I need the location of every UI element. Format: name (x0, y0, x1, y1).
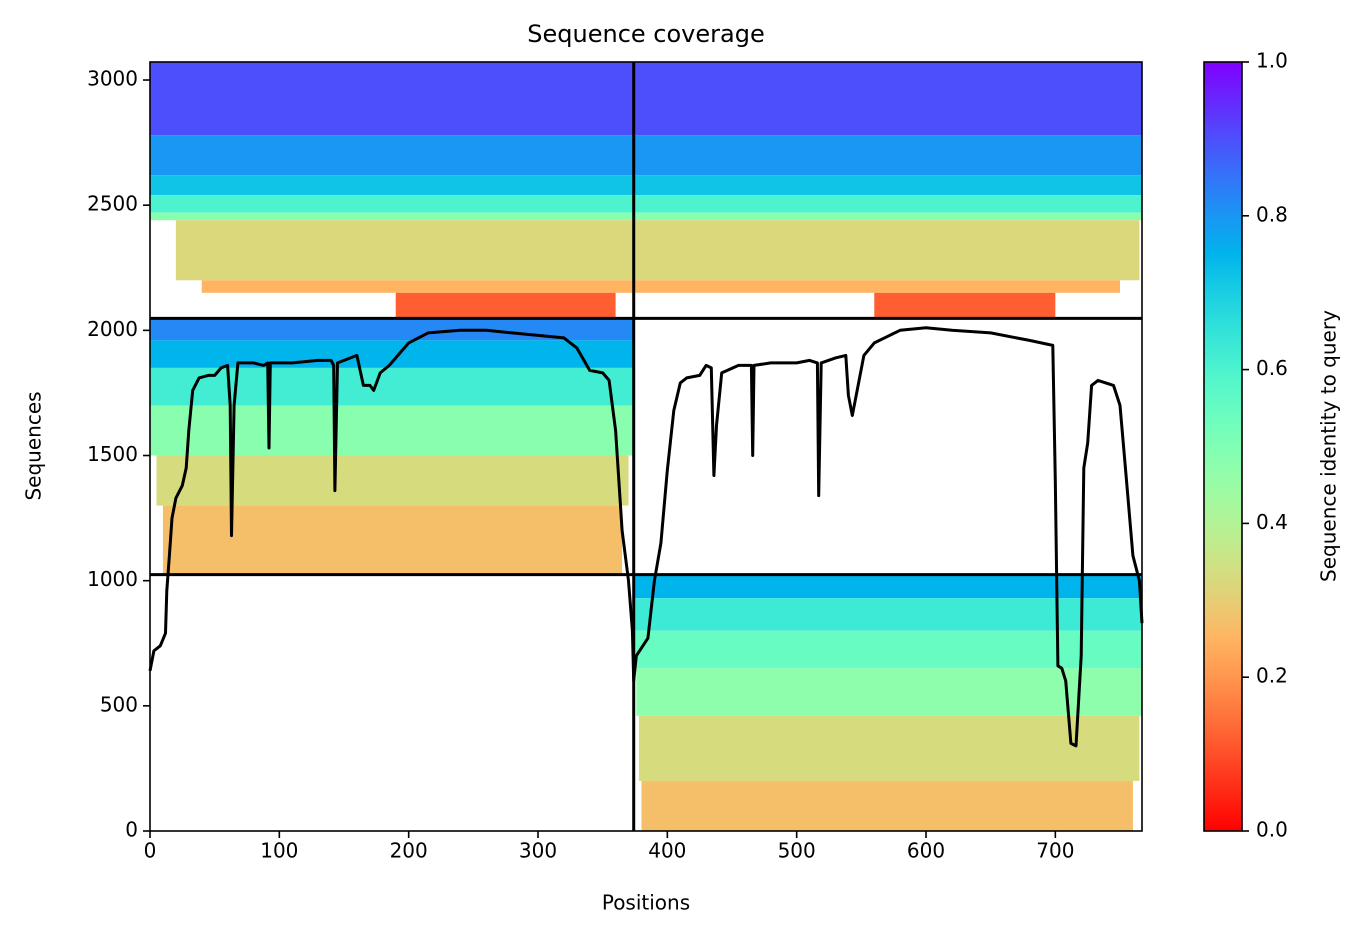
y-axis-label: Sequences (22, 391, 46, 500)
identity-block (636, 668, 1142, 716)
chart-title: Sequence coverage (527, 20, 764, 48)
y-tick-label: 2500 (87, 192, 138, 216)
x-tick-label: 600 (907, 839, 945, 863)
colorbar-tick-label: 0.0 (1256, 818, 1288, 842)
x-tick-label: 300 (519, 839, 557, 863)
identity-block (633, 598, 1142, 631)
identity-block (156, 455, 629, 506)
x-tick-label: 400 (648, 839, 686, 863)
y-tick-label: 0 (125, 818, 138, 842)
identity-block (638, 715, 1140, 781)
colorbar (1203, 61, 1243, 832)
y-tick-label: 1500 (87, 442, 138, 466)
axes-frame (149, 61, 1143, 832)
identity-block (641, 780, 1133, 831)
identity-block (633, 630, 1142, 669)
identity-block (162, 505, 623, 575)
colorbar-tick-label: 0.2 (1256, 664, 1288, 688)
identity-block (150, 135, 1142, 176)
identity-block (175, 220, 1140, 281)
coverage-line (148, 326, 1144, 748)
identity-block (150, 175, 1142, 196)
colorbar-tick-label: 0.6 (1256, 356, 1288, 380)
identity-block (874, 292, 1056, 319)
identity-block (150, 318, 634, 341)
identity-block (150, 212, 1142, 221)
x-tick-label: 700 (1036, 839, 1074, 863)
y-tick-label: 1000 (87, 567, 138, 591)
identity-block (150, 195, 1142, 213)
x-tick-label: 500 (778, 839, 816, 863)
colorbar-tick-label: 1.0 (1256, 49, 1288, 73)
identity-block (633, 574, 1142, 599)
x-tick-label: 200 (390, 839, 428, 863)
identity-block (395, 292, 616, 319)
identity-block (150, 405, 634, 456)
y-tick-label: 500 (100, 692, 138, 716)
colorbar-tick-label: 0.8 (1256, 202, 1288, 226)
x-tick-label: 100 (260, 839, 298, 863)
x-tick-label: 0 (144, 839, 157, 863)
identity-block (150, 367, 634, 406)
x-axis-label: Positions (602, 891, 690, 915)
y-tick-label: 2000 (87, 317, 138, 341)
y-tick-label: 3000 (87, 67, 138, 91)
identity-block (201, 280, 1121, 293)
colorbar-tick-label: 0.4 (1256, 510, 1288, 534)
identity-block (150, 62, 1142, 136)
colorbar-label: Sequence identity to query (1317, 310, 1341, 582)
